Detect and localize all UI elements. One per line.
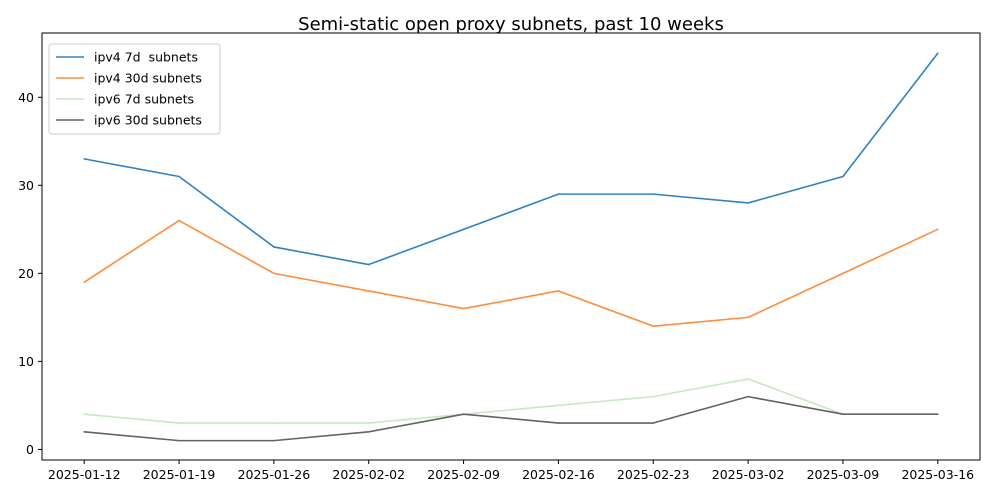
series-line-3 bbox=[84, 395, 938, 442]
y-tick-label: 10 bbox=[18, 354, 34, 369]
y-tick-label: 30 bbox=[18, 178, 34, 193]
legend-label: ipv4 7d subnets bbox=[94, 50, 198, 65]
data-point bbox=[842, 175, 844, 178]
data-point bbox=[273, 439, 275, 442]
legend: ipv4 7d subnets ipv4 30d subnets ipv6 7d s… bbox=[48, 43, 221, 135]
data-point bbox=[936, 413, 939, 416]
data-point bbox=[462, 413, 465, 416]
data-point bbox=[462, 228, 465, 231]
data-point bbox=[747, 395, 749, 398]
data-point bbox=[273, 246, 275, 248]
x-tick-label: 2025-01-12 bbox=[48, 467, 121, 482]
x-tick-label: 2025-02-23 bbox=[617, 467, 690, 482]
data-point bbox=[273, 422, 275, 424]
y-tick-label: 0 bbox=[26, 442, 34, 457]
data-point bbox=[367, 422, 370, 424]
series-line-0 bbox=[84, 52, 939, 266]
legend-label: ipv6 7d subnets bbox=[94, 92, 194, 107]
data-point bbox=[367, 431, 370, 433]
data-point bbox=[936, 228, 939, 231]
data-point bbox=[747, 378, 749, 380]
data-point bbox=[83, 281, 86, 283]
data-point bbox=[557, 422, 560, 424]
data-point bbox=[557, 404, 560, 407]
data-point bbox=[652, 395, 655, 398]
x-axis: 2025-01-12 2025-01-19 2025-01-26 2025-02-02… bbox=[48, 460, 974, 482]
x-tick-label: 2025-03-09 bbox=[807, 467, 880, 482]
plot-lines bbox=[83, 52, 939, 442]
data-point bbox=[273, 272, 275, 275]
chart-title: Semi-static open proxy subnets, past 10 … bbox=[298, 14, 724, 35]
x-tick-label: 2025-02-16 bbox=[522, 467, 595, 482]
data-point bbox=[367, 290, 370, 292]
y-tick-label: 40 bbox=[18, 90, 34, 105]
data-point bbox=[83, 431, 86, 433]
data-point bbox=[747, 316, 749, 319]
legend-box bbox=[48, 43, 221, 135]
legend-label: ipv4 30d subnets bbox=[94, 71, 202, 86]
x-tick-label: 2025-03-02 bbox=[712, 467, 785, 482]
series-line-2 bbox=[84, 378, 938, 424]
x-tick-label: 2025-02-09 bbox=[427, 467, 500, 482]
x-tick-label: 2025-01-26 bbox=[238, 467, 311, 482]
data-point bbox=[842, 413, 844, 416]
data-point bbox=[83, 158, 86, 160]
data-point bbox=[462, 307, 465, 310]
data-point bbox=[367, 263, 370, 266]
data-point bbox=[652, 325, 655, 327]
y-axis: 0 10 20 30 40 bbox=[18, 90, 42, 457]
x-tick-label: 2025-02-02 bbox=[332, 467, 405, 482]
x-tick-label: 2025-03-16 bbox=[901, 467, 974, 482]
data-point bbox=[83, 413, 86, 416]
legend-label: ipv6 30d subnets bbox=[94, 113, 202, 128]
plot-frame bbox=[41, 32, 981, 461]
data-point bbox=[557, 193, 560, 195]
data-point bbox=[557, 290, 560, 292]
data-point bbox=[178, 175, 180, 178]
data-point bbox=[652, 193, 655, 195]
series-line-1 bbox=[83, 219, 939, 327]
data-point bbox=[178, 219, 180, 222]
data-point bbox=[747, 202, 749, 204]
x-tick-label: 2025-01-19 bbox=[143, 467, 216, 482]
data-point bbox=[178, 439, 180, 442]
data-point bbox=[936, 52, 939, 55]
data-point bbox=[178, 422, 180, 424]
data-point bbox=[652, 422, 655, 424]
y-tick-label: 20 bbox=[18, 266, 34, 281]
data-point bbox=[842, 272, 844, 275]
